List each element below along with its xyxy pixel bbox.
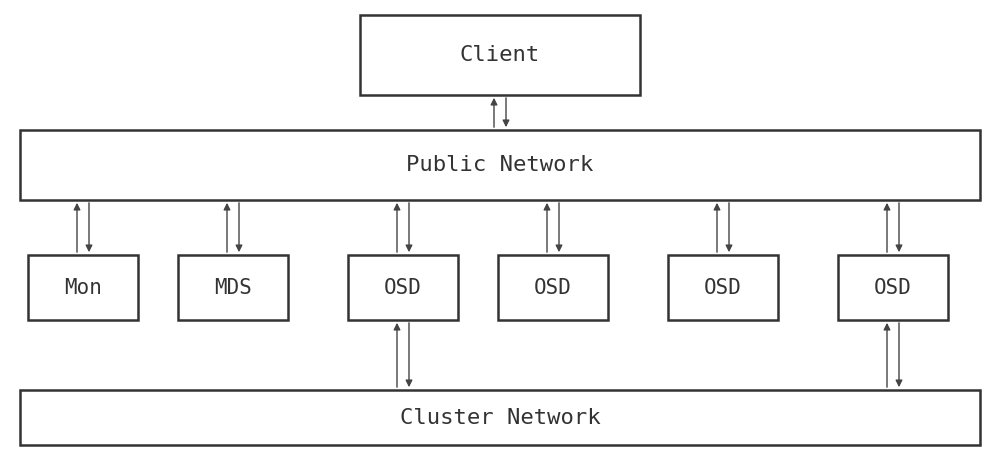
Text: OSD: OSD (874, 278, 912, 298)
Text: OSD: OSD (384, 278, 422, 298)
Bar (838, 255, 948, 320)
Text: Mon: Mon (64, 278, 102, 298)
Bar (28, 255, 138, 320)
Text: Public Network: Public Network (406, 155, 594, 175)
Text: MDS: MDS (214, 278, 252, 298)
Bar (20, 130, 980, 200)
Bar (178, 255, 288, 320)
Text: Cluster Network: Cluster Network (400, 408, 600, 427)
Bar (360, 15, 640, 95)
Bar (20, 390, 980, 445)
Bar (348, 255, 458, 320)
Text: Client: Client (460, 45, 540, 65)
Bar (498, 255, 608, 320)
Text: OSD: OSD (534, 278, 572, 298)
Text: OSD: OSD (704, 278, 742, 298)
Bar (668, 255, 778, 320)
